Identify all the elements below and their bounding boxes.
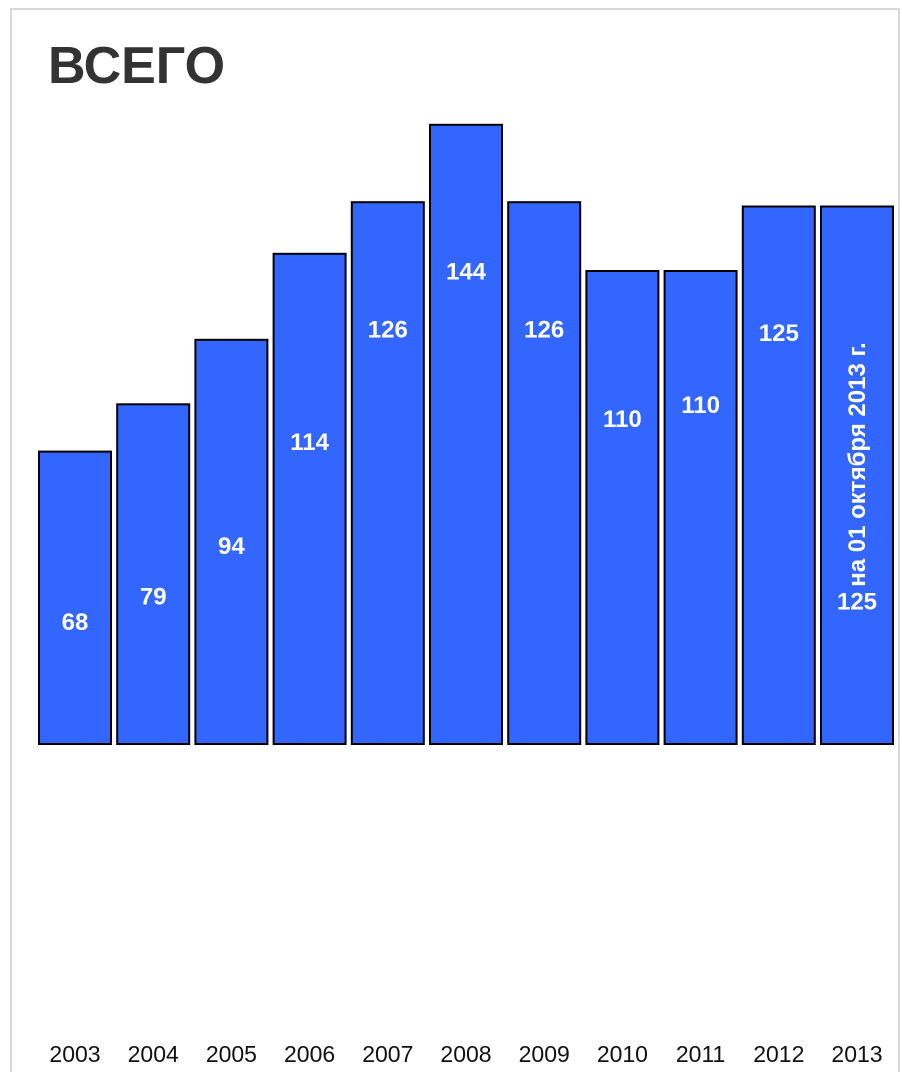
value-labels-layer: 68 79 94 114 126 144 126 110 110 125 125: [62, 259, 877, 636]
value-label-2009: 126: [524, 317, 564, 344]
value-label-2006: 114: [290, 429, 329, 456]
value-label-2007: 126: [368, 317, 408, 344]
bar-2005: [194, 338, 269, 745]
chart-title: ВСЕГО: [48, 37, 226, 95]
x-tick-2006: 2006: [284, 1041, 335, 1067]
bar-2003: [38, 450, 112, 745]
x-tick-labels: 2003 2004 2005 2006 2007 2008 2009 2010 2011 2012…: [49, 1041, 882, 1067]
x-tick-2013: 2013: [831, 1041, 882, 1067]
value-label-2005: 94: [218, 533, 245, 560]
bar-2011: [663, 270, 738, 745]
x-tick-2005: 2005: [206, 1041, 257, 1067]
value-label-2008: 144: [446, 259, 487, 286]
bar-2006: [272, 252, 347, 746]
x-tick-2009: 2009: [519, 1041, 570, 1067]
x-tick-2010: 2010: [597, 1041, 648, 1067]
bar-2012: [741, 205, 816, 745]
value-label-2013: 125: [837, 589, 877, 616]
bar-2009: [507, 201, 582, 745]
value-label-2012: 125: [759, 320, 799, 347]
chart-frame: [10, 8, 900, 1072]
bar-2008: [429, 123, 503, 746]
value-label-2011: 110: [681, 392, 720, 419]
bar-2013: [820, 205, 894, 745]
bars-layer: [38, 123, 894, 746]
x-tick-2004: 2004: [128, 1041, 179, 1067]
x-tick-2008: 2008: [440, 1041, 491, 1067]
x-tick-2011: 2011: [676, 1041, 725, 1067]
annotation-2013: на 01 октября 2013 г.: [844, 342, 871, 586]
x-tick-2007: 2007: [362, 1041, 413, 1067]
value-label-2003: 68: [62, 609, 89, 636]
bar-2007: [350, 201, 425, 745]
x-tick-2012: 2012: [753, 1041, 804, 1067]
bar-2010: [585, 270, 660, 745]
value-label-2010: 110: [603, 406, 642, 433]
bar-2004: [116, 403, 191, 745]
value-label-2004: 79: [140, 584, 167, 611]
x-tick-2003: 2003: [49, 1041, 100, 1067]
annotations-layer: на 01 октября 2013 г.: [844, 342, 871, 586]
